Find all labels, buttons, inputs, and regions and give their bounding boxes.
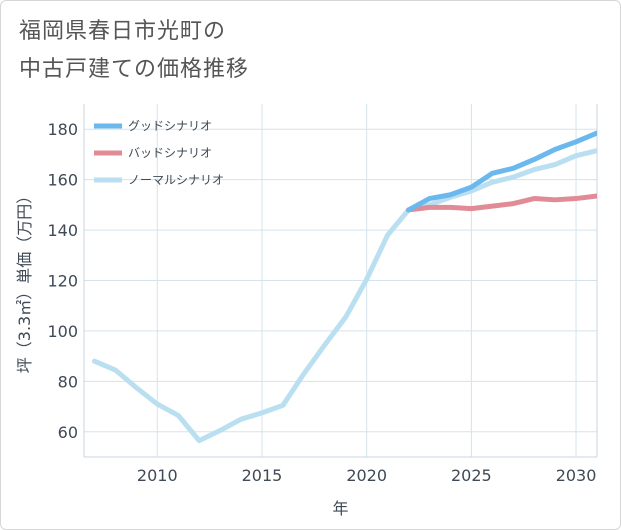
legend-label: グッドシナリオ bbox=[128, 119, 212, 133]
series-lines bbox=[91, 130, 597, 444]
y-tick-label: 100 bbox=[47, 322, 78, 341]
x-tick-label: 2010 bbox=[137, 466, 178, 485]
x-tick-label: 2030 bbox=[556, 466, 597, 485]
y-tick-label: 80 bbox=[58, 372, 78, 391]
x-tick-label: 2015 bbox=[242, 466, 283, 485]
series-line-1 bbox=[406, 193, 597, 213]
y-tick-label: 120 bbox=[47, 272, 78, 291]
y-tick-label: 140 bbox=[47, 221, 78, 240]
chart-title: 福岡県春日市光町の 中古戸建ての価格推移 bbox=[19, 13, 249, 89]
axes bbox=[83, 104, 598, 458]
legend-label: ノーマルシナリオ bbox=[128, 173, 224, 187]
y-tick-label: 180 bbox=[47, 120, 78, 139]
x-tick-label: 2020 bbox=[346, 466, 387, 485]
chart-title-line-1: 福岡県春日市光町の bbox=[19, 19, 227, 44]
x-axis-label: 年 bbox=[332, 499, 348, 518]
x-tick-label: 2025 bbox=[451, 466, 492, 485]
chart-title-line-2: 中古戸建ての価格推移 bbox=[19, 57, 250, 82]
y-tick-label: 160 bbox=[47, 171, 78, 190]
series-line-0 bbox=[406, 130, 597, 213]
y-tick-label: 60 bbox=[58, 423, 78, 442]
grid-lines bbox=[84, 104, 597, 457]
tick-labels: 60 80 100 120 140 160 180 2010 2015 2020 2025 2030 bbox=[47, 120, 596, 485]
y-axis-label: 坪（3.3㎡）単価（万円） bbox=[15, 188, 34, 373]
series-line-2 bbox=[91, 148, 597, 444]
legend-label: バッドシナリオ bbox=[128, 146, 212, 160]
